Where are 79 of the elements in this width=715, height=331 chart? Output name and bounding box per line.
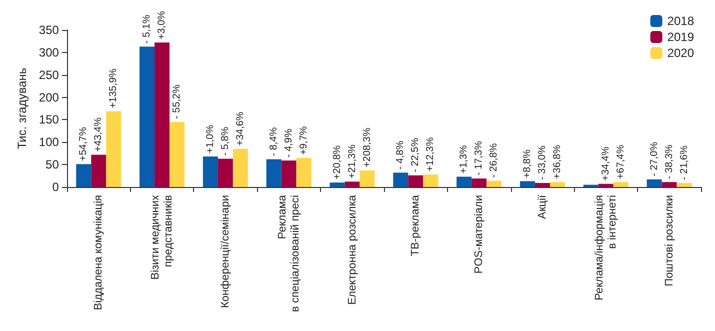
bar	[140, 46, 155, 187]
bar	[91, 154, 106, 187]
bar	[202, 156, 218, 187]
annotation: +1,0%	[204, 124, 216, 154]
annotation: - 4,8%	[395, 140, 406, 170]
y-tick-label: 250	[38, 68, 60, 82]
annotation: - 22,5%	[410, 138, 422, 172]
bar	[486, 180, 502, 187]
bar	[344, 182, 360, 187]
bar	[456, 176, 472, 187]
bar	[266, 159, 282, 187]
annotation: - 8,4%	[268, 127, 280, 156]
annotation: +54,7%	[78, 126, 90, 162]
annotation: - 5,1%	[142, 14, 153, 44]
annotation: - 55,2%	[172, 84, 183, 119]
annotation: - 33,0%	[536, 145, 548, 180]
annotation: +1,3%	[458, 144, 470, 174]
x-tick-label: Реклама/інформація в інтернеті	[593, 194, 618, 300]
x-tick-label: Акції	[536, 195, 548, 219]
bar	[646, 179, 662, 187]
annotation: +43,4%	[93, 117, 104, 152]
bar	[408, 175, 424, 187]
y-axis-title: Тис. згадувань	[15, 68, 29, 150]
bar	[296, 158, 312, 187]
bar	[550, 182, 565, 187]
annotation: +135,9%	[108, 68, 120, 108]
annotation: +36,8%	[552, 144, 563, 180]
annotation: +3,0%	[156, 10, 168, 40]
y-tick-label: 300	[38, 45, 60, 60]
bar	[281, 160, 296, 187]
bar	[76, 164, 92, 187]
legend-label: 2018	[667, 14, 694, 28]
x-tick-label: Візити медичних представників	[150, 194, 175, 280]
bar	[330, 182, 345, 187]
y-tick-label: 0	[52, 180, 60, 194]
bar	[154, 42, 170, 187]
annotation: - 5,8%	[220, 126, 231, 156]
annotation: +208,3%	[362, 128, 373, 168]
annotation: - 17,3%	[474, 140, 485, 176]
annotation: - 26,8%	[488, 143, 500, 178]
x-tick-label: Віддалена комунікація	[92, 194, 105, 310]
x-tick-label: Поштові розсилки	[663, 195, 676, 286]
annotation: - 4,9%	[283, 128, 294, 158]
bar	[598, 184, 614, 187]
annotation: +34,4%	[600, 146, 612, 181]
bar	[534, 182, 550, 187]
bar	[232, 148, 248, 187]
legend-label: 2019	[667, 30, 694, 44]
annotation: +8,8%	[522, 149, 533, 178]
y-tick-label: 350	[38, 23, 60, 37]
bar	[360, 170, 375, 187]
annotation: - 38,3%	[664, 144, 675, 180]
annotation: +34,6%	[234, 112, 246, 146]
bar	[106, 111, 122, 187]
x-tick-label: Конференції/семінари	[219, 195, 232, 308]
annotation: - 27,0%	[648, 142, 660, 176]
annotation: - 21,6%	[678, 145, 690, 180]
x-tick-label: ТВ-реклама	[410, 194, 422, 256]
bar	[170, 122, 185, 187]
y-tick-label: 50	[46, 158, 60, 172]
bar	[423, 174, 438, 187]
y-tick-label: 150	[38, 112, 60, 127]
bar	[218, 158, 233, 187]
annotation: +20,8%	[332, 145, 343, 180]
bar	[613, 182, 628, 187]
x-tick-label: POS-матеріали	[473, 195, 486, 274]
y-tick-label: 200	[38, 90, 60, 104]
annotation: +12,3%	[425, 137, 436, 172]
legend-label: 2020	[667, 46, 694, 60]
bar	[393, 172, 408, 187]
bar	[676, 182, 692, 187]
bar	[472, 178, 487, 187]
bar	[520, 181, 535, 187]
annotation: +21,3%	[346, 144, 358, 179]
annotation: +67,4%	[615, 144, 626, 180]
y-tick-label: 100	[38, 135, 60, 150]
bar	[662, 182, 677, 187]
x-tick-label: Електронна розсилка	[346, 194, 358, 305]
annotation: +9,7%	[298, 126, 310, 155]
